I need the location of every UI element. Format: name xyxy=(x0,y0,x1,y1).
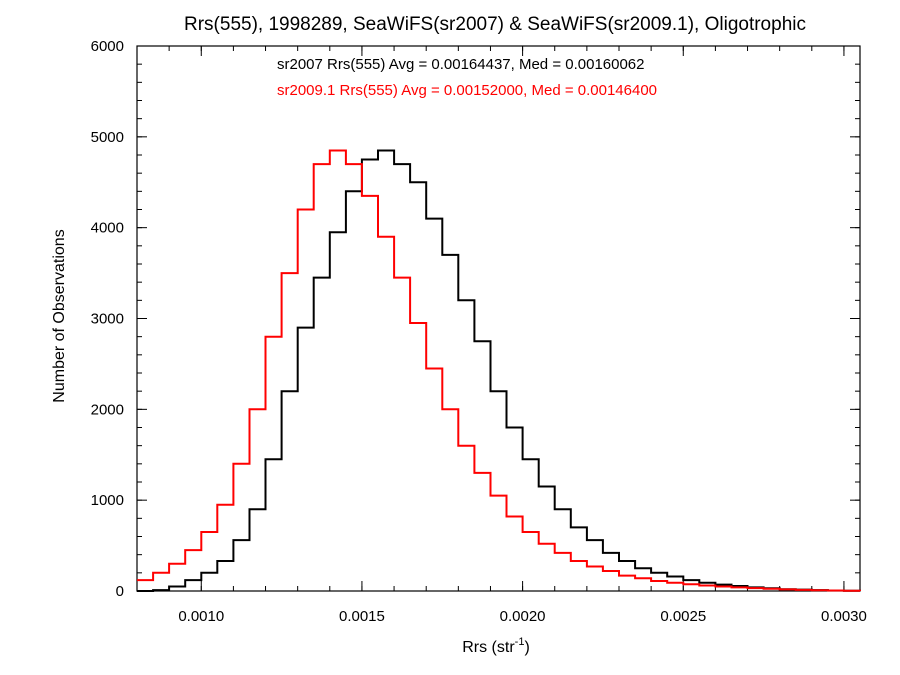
y-tick-label: 6000 xyxy=(91,38,124,55)
y-axis: 0 1000 2000 3000 4000 5000 6000 xyxy=(91,38,860,600)
y-tick-label: 1000 xyxy=(91,492,124,509)
x-tick-label: 0.0015 xyxy=(339,608,385,625)
series-layer xyxy=(137,149,861,592)
y-axis-label-group: Number of Observations xyxy=(51,229,68,402)
x-tick-label: 0.0025 xyxy=(660,608,706,625)
x-tick-label: 0.0030 xyxy=(821,608,867,625)
histogram-series-sr2009-1 xyxy=(137,149,861,592)
y-tick-label: 0 xyxy=(116,583,124,600)
plot-frame xyxy=(136,45,861,592)
x-axis: 0.0010 0.0015 0.0020 0.0025 0.0030 xyxy=(136,46,867,625)
x-tick-label: 0.0010 xyxy=(178,608,224,625)
x-axis-label-close: ) xyxy=(524,639,529,656)
x-axis-label-superscript: -1 xyxy=(515,636,525,648)
x-axis-label: Rrs (str-1) xyxy=(462,636,530,656)
chart-title: Rrs(555), 1998289, SeaWiFS(sr2007) & Sea… xyxy=(184,14,806,35)
plot-area xyxy=(136,45,861,592)
y-tick-label: 4000 xyxy=(91,220,124,237)
x-tick-label: 0.0020 xyxy=(500,608,546,625)
y-axis-label: Number of Observations xyxy=(51,229,68,402)
histogram-series-sr2007 xyxy=(137,149,861,592)
y-tick-label: 3000 xyxy=(91,311,124,328)
legend-sr2007-stats: sr2007 Rrs(555) Avg = 0.00164437, Med = … xyxy=(277,56,645,73)
y-tick-label: 2000 xyxy=(91,401,124,418)
y-tick-label: 5000 xyxy=(91,129,124,146)
legend-sr2009-stats: sr2009.1 Rrs(555) Avg = 0.00152000, Med … xyxy=(277,82,657,99)
x-axis-label-base: Rrs (str xyxy=(462,639,515,656)
